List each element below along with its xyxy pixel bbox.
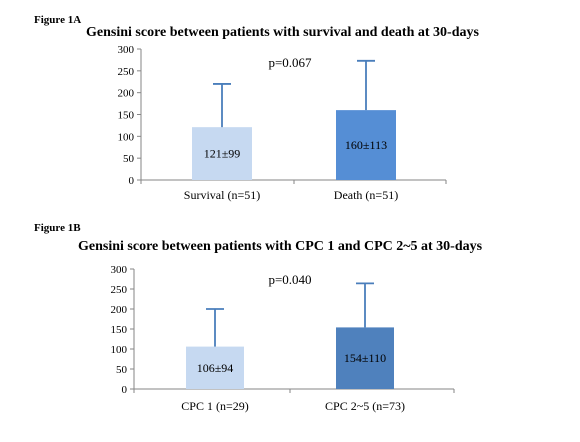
bar [336, 327, 394, 389]
y-tick-label: 50 [116, 364, 128, 376]
y-tick-label: 300 [111, 264, 128, 276]
y-tick-label: 300 [118, 44, 135, 56]
bar [336, 110, 396, 180]
y-tick-label: 250 [118, 66, 135, 78]
y-tick-label: 0 [129, 175, 135, 187]
p-value-annotation: p=0.067 [268, 55, 312, 70]
x-category-label: Death (n=51) [334, 188, 398, 202]
x-category-label: CPC 1 (n=29) [181, 399, 248, 413]
y-tick-label: 250 [111, 284, 128, 296]
y-tick-label: 200 [118, 88, 135, 100]
bar [186, 346, 244, 389]
bar-data-label: 121±99 [204, 147, 241, 161]
chart-1b-title: Gensini score between patients with CPC … [78, 239, 483, 254]
bar-data-label: 154±110 [344, 351, 386, 365]
chart-1b: 0 50 100 150 200 250 300 106±94 CPC 1 (n=29) 154±… [111, 264, 455, 413]
y-tick-label: 100 [118, 131, 135, 143]
figure-1b-label: Figure 1B [34, 222, 81, 234]
y-tick-label: 0 [122, 384, 128, 396]
p-value-annotation: p=0.040 [268, 272, 311, 287]
y-tick-label: 200 [111, 304, 128, 316]
y-tick-label: 150 [111, 324, 128, 336]
chart-1a: 0 50 100 150 200 250 300 121±99 Survival (n=51) 1… [118, 44, 447, 202]
x-category-label: Survival (n=51) [184, 188, 260, 202]
y-tick-label: 50 [123, 153, 135, 165]
chart-1a-title: Gensini score between patients with surv… [86, 25, 479, 40]
bar-data-label: 160±113 [345, 138, 387, 152]
x-category-label: CPC 2~5 (n=73) [325, 399, 405, 413]
y-tick-label: 100 [111, 344, 128, 356]
bar [192, 127, 252, 180]
figure-1a-label: Figure 1A [34, 14, 82, 26]
bar-data-label: 106±94 [197, 361, 234, 375]
y-tick-label: 150 [118, 110, 135, 122]
